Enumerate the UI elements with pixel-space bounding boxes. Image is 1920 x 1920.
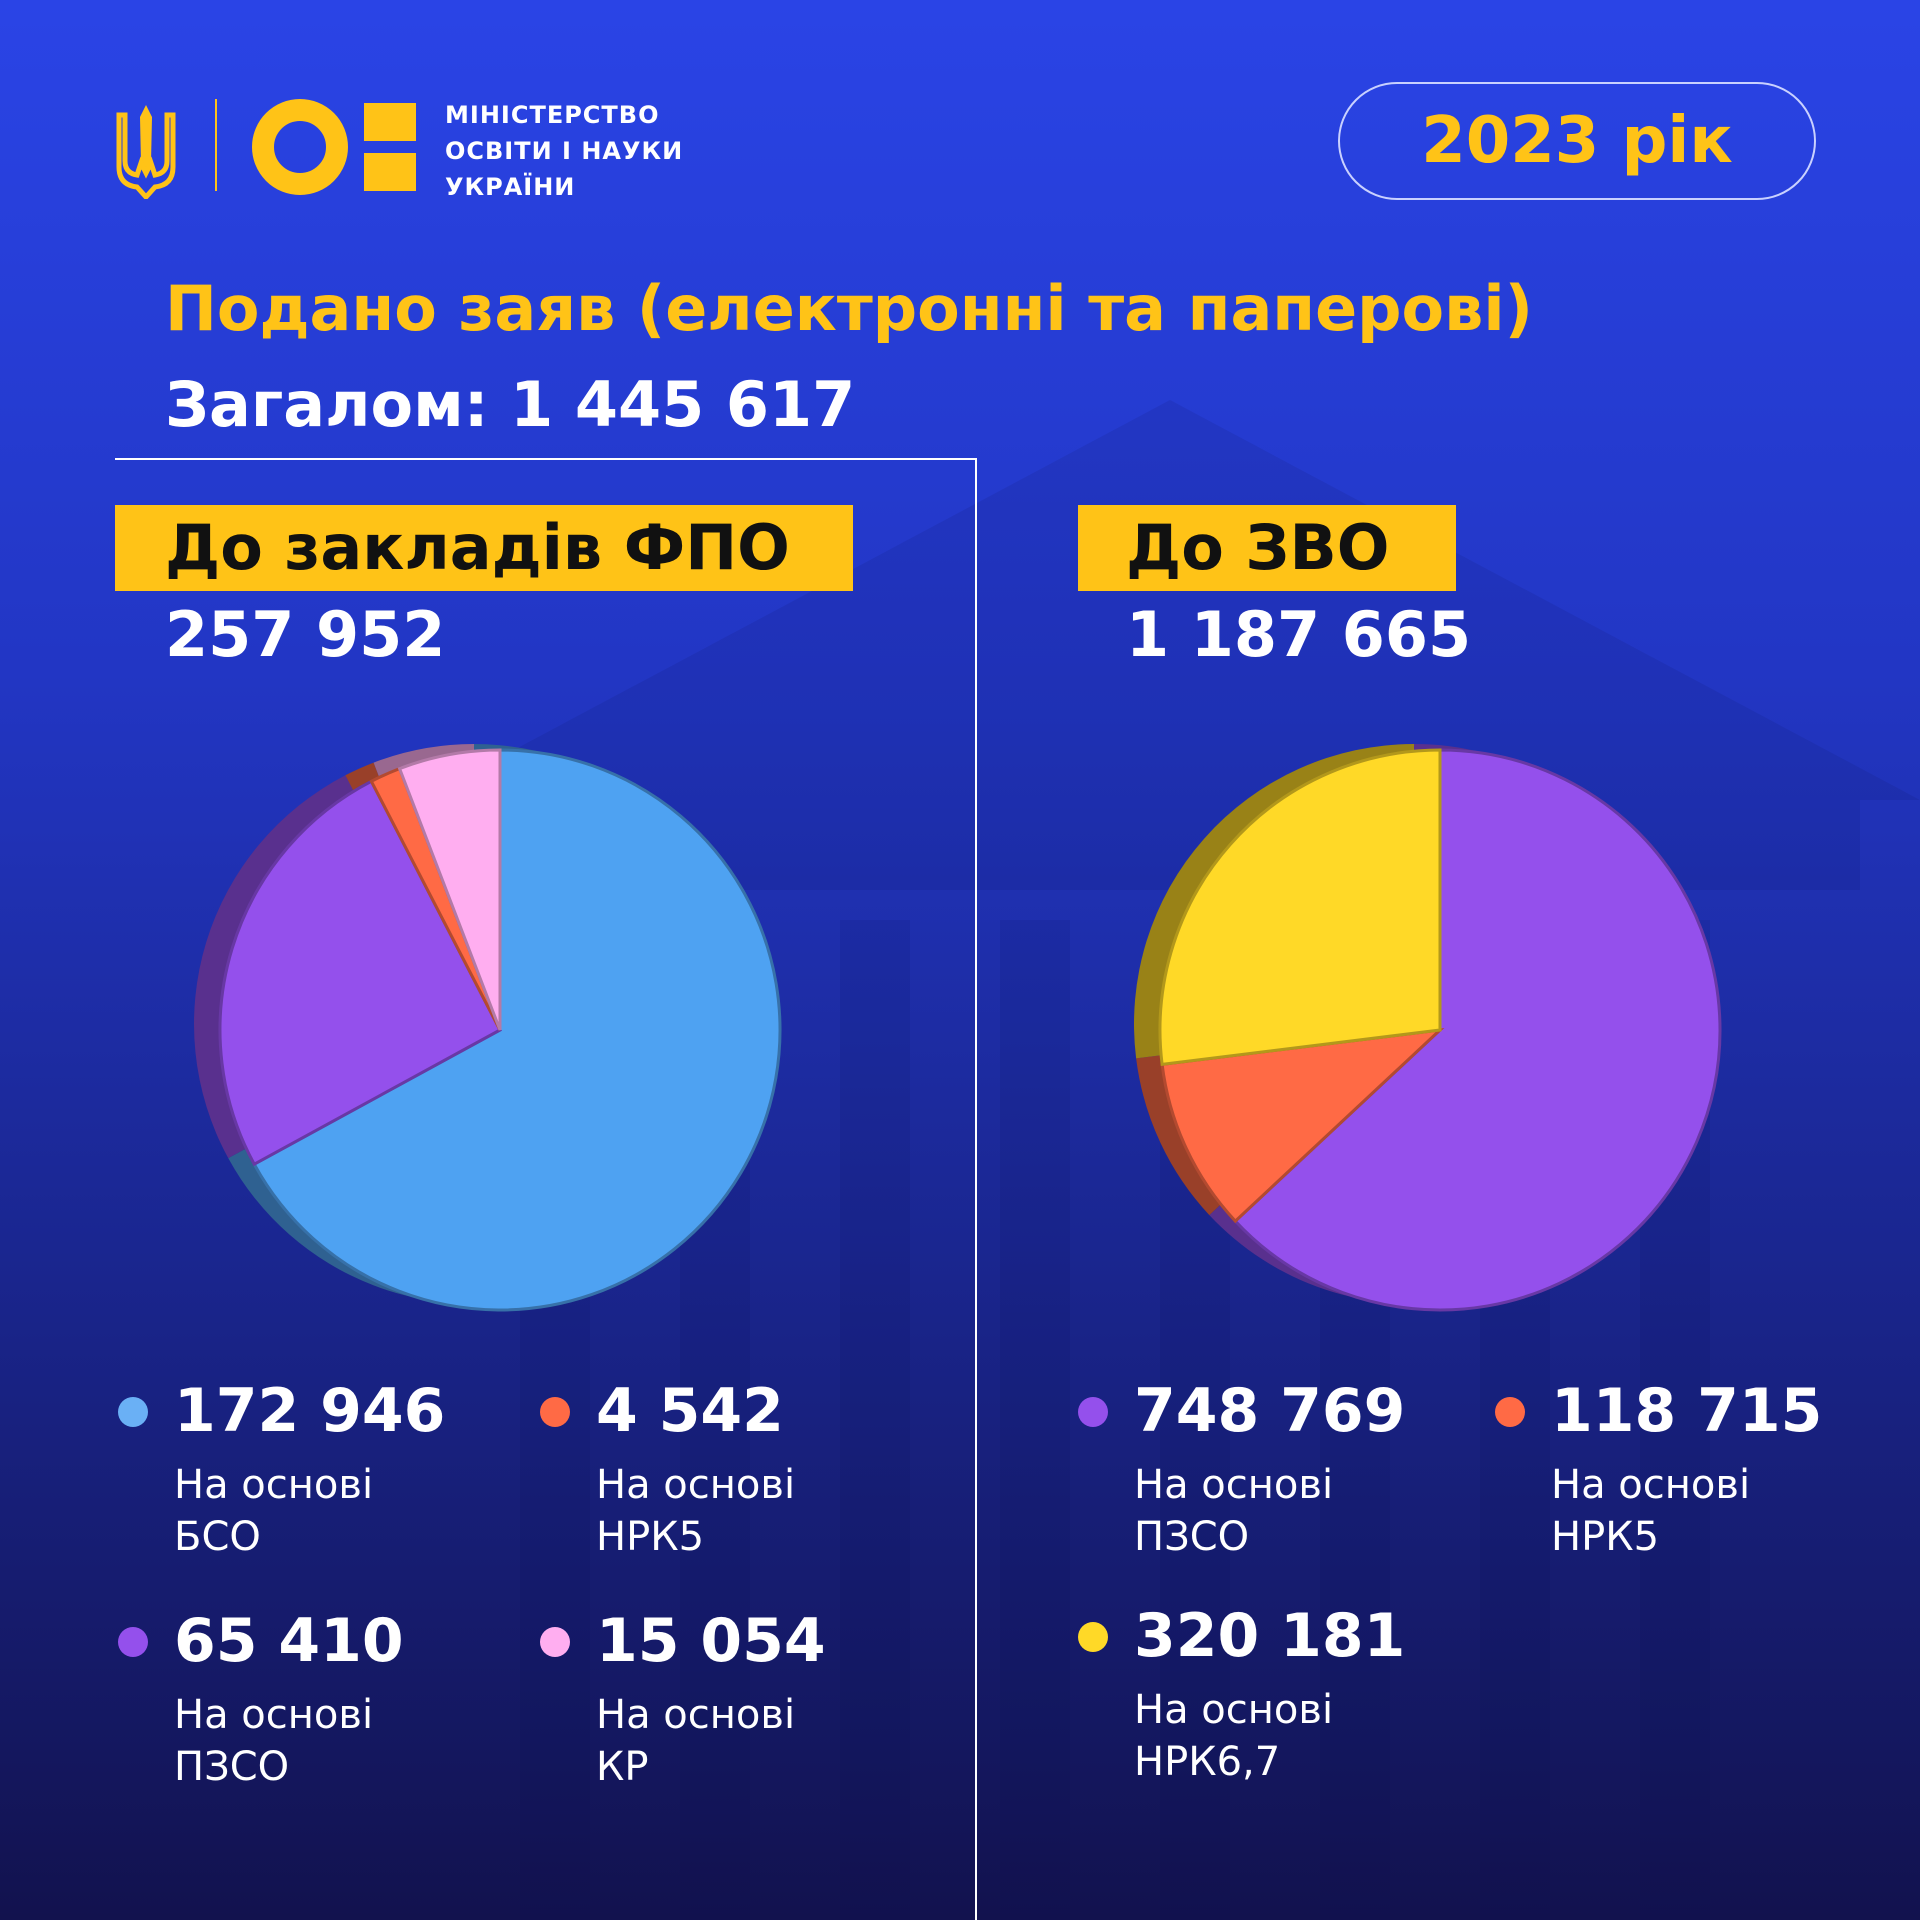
pie-slice bbox=[218, 779, 503, 1167]
coat-of-arms-icon bbox=[116, 105, 176, 199]
pie-slice bbox=[252, 748, 782, 1312]
legend-dot bbox=[540, 1397, 570, 1427]
legend-label: На основі НРК6,7 bbox=[1134, 1684, 1434, 1788]
header: МІНІСТЕРСТВО ОСВІТИ І НАУКИ УКРАЇНИ bbox=[115, 95, 1015, 205]
legend-label-line: КР bbox=[596, 1744, 649, 1790]
section-total-fpo: 257 952 bbox=[165, 598, 446, 671]
legend-label: На основі БСО bbox=[174, 1459, 474, 1563]
ministry-name-line: УКРАЇНИ bbox=[445, 173, 576, 201]
legend-value: 15 054 bbox=[596, 1606, 826, 1676]
ministry-name-line: МІНІСТЕРСТВО bbox=[445, 101, 660, 129]
pie-slice bbox=[1158, 748, 1442, 1067]
legend-label-line: На основі bbox=[1134, 1462, 1334, 1508]
year-badge: 2023 рік bbox=[1338, 82, 1816, 200]
legend-label-line: На основі bbox=[174, 1692, 374, 1738]
legend-label: На основі КР bbox=[596, 1689, 896, 1793]
legend-value: 320 181 bbox=[1134, 1601, 1406, 1671]
legend-dot bbox=[1495, 1397, 1525, 1427]
legend-label-line: На основі bbox=[596, 1692, 796, 1738]
legend-dot bbox=[1078, 1397, 1108, 1427]
section-label-fpo: До закладів ФПО bbox=[115, 505, 853, 591]
legend-dot bbox=[118, 1397, 148, 1427]
legend-label-line: НРК5 bbox=[596, 1514, 705, 1560]
pie-chart-fpo bbox=[194, 744, 782, 1312]
legend-label: На основі НРК5 bbox=[596, 1459, 896, 1563]
legend-label-line: На основі bbox=[596, 1462, 796, 1508]
legend-label-line: На основі bbox=[1551, 1462, 1751, 1508]
ministry-name-line: ОСВІТИ І НАУКИ bbox=[445, 137, 684, 165]
legend-value: 4 542 bbox=[596, 1376, 784, 1446]
legend-value: 748 769 bbox=[1134, 1376, 1406, 1446]
pie-slice bbox=[397, 748, 502, 1031]
legend-label-line: На основі bbox=[174, 1462, 374, 1508]
legend-dot bbox=[118, 1627, 148, 1657]
header-divider bbox=[215, 99, 217, 191]
grand-total: Загалом: 1 445 617 bbox=[165, 368, 856, 441]
horizontal-divider bbox=[115, 458, 977, 460]
legend-label-line: На основі bbox=[1134, 1687, 1334, 1733]
legend-label: На основі ПЗСО bbox=[1134, 1459, 1434, 1563]
legend-dot bbox=[1078, 1622, 1108, 1652]
legend-label-line: НРК6,7 bbox=[1134, 1739, 1281, 1785]
legend-label: На основі ПЗСО bbox=[174, 1689, 474, 1793]
legend-label-line: БСО bbox=[174, 1514, 261, 1560]
section-label-zvo: До ЗВО bbox=[1078, 505, 1456, 591]
vertical-divider bbox=[975, 458, 977, 1920]
legend-label: На основі НРК5 bbox=[1551, 1459, 1851, 1563]
ministry-logo-icon bbox=[252, 99, 416, 195]
ministry-name: МІНІСТЕРСТВО ОСВІТИ І НАУКИ УКРАЇНИ bbox=[445, 97, 805, 205]
pie-chart-zvo bbox=[1134, 744, 1722, 1312]
legend-dot bbox=[540, 1627, 570, 1657]
legend-label-line: ПЗСО bbox=[174, 1744, 290, 1790]
pie-slice bbox=[1233, 748, 1722, 1312]
legend-value: 65 410 bbox=[174, 1606, 404, 1676]
page-title: Подано заяв (електронні та паперові) bbox=[165, 272, 1533, 345]
legend-value: 172 946 bbox=[174, 1376, 446, 1446]
pie-slice bbox=[1160, 1027, 1445, 1224]
legend-label-line: ПЗСО bbox=[1134, 1514, 1250, 1560]
section-total-zvo: 1 187 665 bbox=[1126, 598, 1472, 671]
legend-value: 118 715 bbox=[1551, 1376, 1823, 1446]
legend-label-line: НРК5 bbox=[1551, 1514, 1660, 1560]
